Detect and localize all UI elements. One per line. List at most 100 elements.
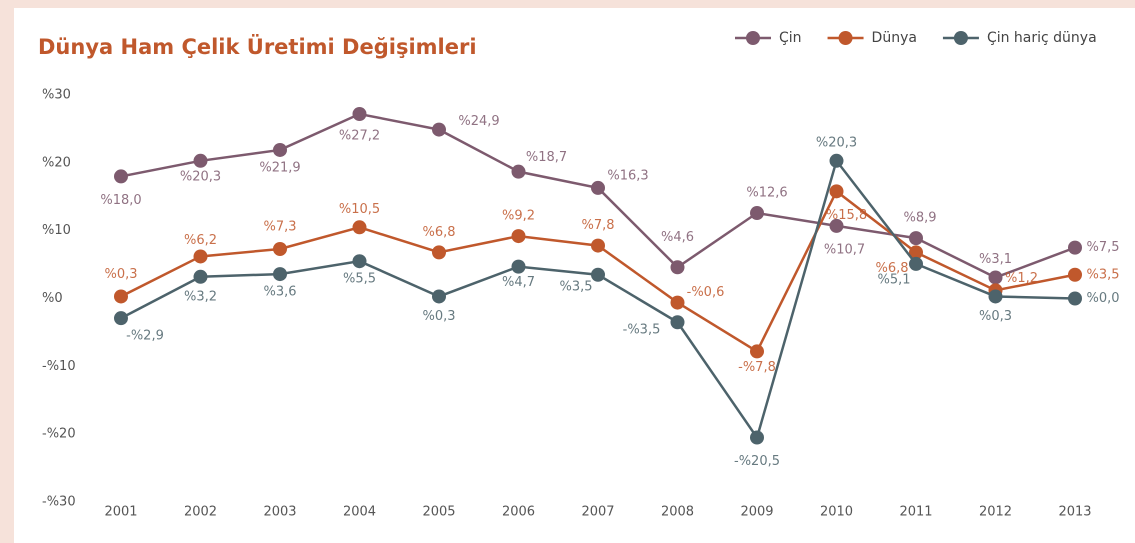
- chart-title: Dünya Ham Çelik Üretimi Değişimleri: [38, 34, 477, 59]
- point: [273, 142, 287, 157]
- point: [829, 218, 844, 233]
- data-label: %12,6: [746, 186, 787, 201]
- x-tick-label: 2001: [104, 505, 137, 520]
- point: [1068, 267, 1082, 282]
- data-label: %0,3: [979, 309, 1012, 324]
- point: [432, 245, 446, 260]
- legend-dot: [838, 31, 853, 45]
- point: [273, 241, 287, 256]
- y-tick-label: %30: [42, 88, 71, 103]
- data-label: %15,8: [826, 208, 867, 223]
- x-tick-label: 2006: [502, 505, 535, 520]
- data-label: -%20,5: [734, 454, 780, 469]
- y-tick-label: -%20: [42, 427, 76, 442]
- data-label: %3,1: [979, 252, 1012, 267]
- y-tick-label: %0: [42, 291, 63, 306]
- x-tick-label: 2007: [581, 505, 614, 520]
- point: [988, 270, 1003, 285]
- x-tick-label: 2013: [1058, 505, 1091, 520]
- point: [114, 311, 128, 326]
- data-label: %7,8: [581, 218, 614, 233]
- x-tick-label: 2002: [184, 505, 217, 520]
- point: [591, 267, 605, 282]
- point: [591, 238, 605, 253]
- left-border: [0, 0, 14, 543]
- legend-label: Çin: [779, 30, 802, 46]
- data-label: %3,6: [263, 285, 296, 300]
- data-label: %20,3: [816, 135, 857, 150]
- point: [114, 169, 128, 184]
- point: [273, 267, 287, 282]
- point: [193, 153, 208, 168]
- data-label: %4,6: [661, 230, 694, 245]
- x-tick-label: 2012: [979, 505, 1012, 520]
- data-label: %0,0: [1086, 291, 1119, 306]
- point: [193, 249, 208, 264]
- point: [591, 180, 605, 195]
- data-label: %20,3: [180, 169, 221, 184]
- data-label: %6,8: [875, 261, 908, 276]
- x-tick-label: 2010: [820, 505, 853, 520]
- data-label: %21,9: [259, 160, 300, 175]
- point: [1068, 240, 1082, 255]
- point: [909, 256, 923, 271]
- data-label: %3,5: [1086, 267, 1119, 282]
- x-tick-label: 2005: [422, 505, 455, 520]
- legend-dot: [953, 31, 968, 45]
- top-border: [0, 0, 1135, 8]
- data-label: -%3,5: [623, 323, 661, 338]
- data-label: %3,2: [184, 289, 217, 304]
- series-line: [120, 112, 1076, 279]
- point: [511, 229, 526, 244]
- point: [352, 220, 367, 235]
- point: [511, 164, 526, 179]
- x-tick-label: 2004: [343, 505, 376, 520]
- data-label: %5,5: [343, 272, 376, 287]
- data-label: %8,9: [903, 211, 936, 226]
- data-label: %6,2: [184, 233, 217, 248]
- data-label: %0,3: [104, 267, 137, 282]
- data-label: %7,3: [263, 219, 296, 234]
- point: [114, 289, 128, 304]
- data-label: -%7,8: [738, 360, 776, 375]
- point: [670, 315, 685, 330]
- y-tick-label: %20: [42, 155, 71, 170]
- point: [511, 259, 526, 274]
- point: [750, 430, 764, 445]
- point: [670, 260, 685, 275]
- point: [750, 344, 764, 359]
- data-label: %10,7: [824, 242, 865, 257]
- data-label: %18,0: [100, 193, 141, 208]
- data-label: %1,2: [1005, 271, 1038, 286]
- point: [432, 289, 446, 304]
- data-label: %0,3: [422, 309, 455, 324]
- point: [352, 254, 367, 269]
- legend-label: Çin hariç dünya: [987, 30, 1097, 46]
- point: [988, 289, 1003, 304]
- point: [193, 269, 208, 284]
- x-tick-label: 2011: [899, 505, 932, 520]
- legend-dot: [746, 31, 760, 45]
- data-label: %16,3: [607, 168, 648, 183]
- point: [670, 295, 685, 310]
- point: [750, 206, 764, 221]
- point: [1068, 291, 1082, 306]
- legend-label: Dünya: [872, 30, 917, 46]
- data-label: %9,2: [502, 209, 535, 224]
- data-label: %27,2: [339, 128, 380, 143]
- data-label: %4,7: [502, 275, 535, 290]
- point: [352, 106, 367, 121]
- x-tick-label: 2008: [661, 505, 694, 520]
- x-tick-label: 2009: [740, 505, 773, 520]
- point: [829, 184, 844, 199]
- y-tick-label: %10: [42, 223, 71, 238]
- data-label: %18,7: [526, 150, 567, 165]
- y-tick-label: -%30: [42, 495, 76, 510]
- data-label: %24,9: [458, 114, 499, 129]
- data-label: %6,8: [422, 225, 455, 240]
- point: [432, 122, 446, 137]
- point: [909, 245, 923, 260]
- data-label: %3,5: [559, 279, 592, 294]
- point: [829, 153, 844, 168]
